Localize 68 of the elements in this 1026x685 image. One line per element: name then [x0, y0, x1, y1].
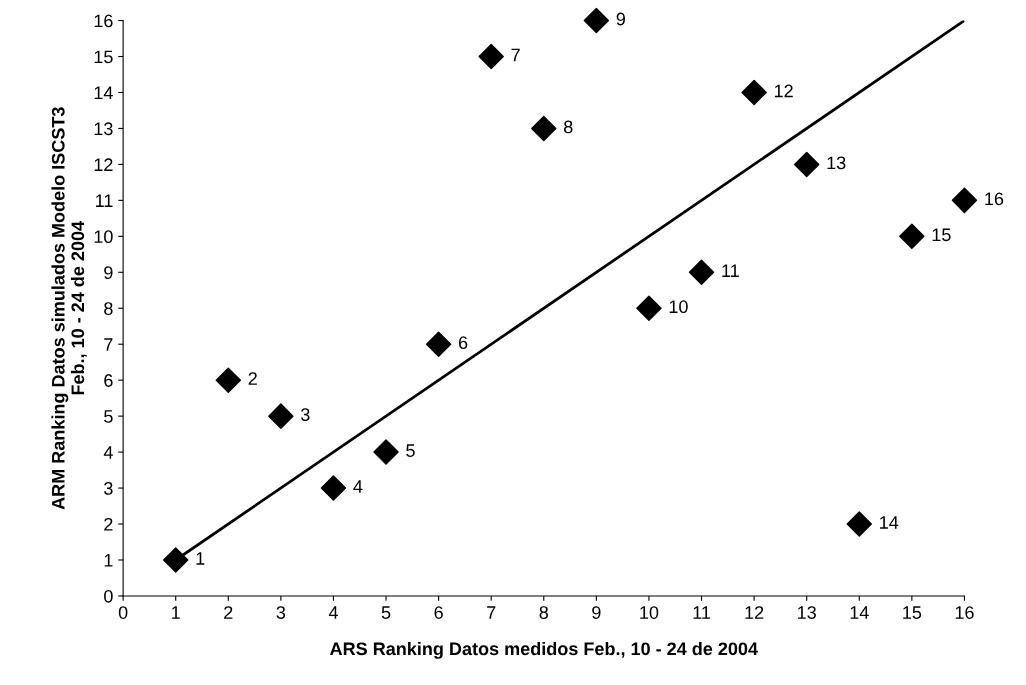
y-tick-label: 8: [104, 302, 113, 315]
x-tick-label: 11: [693, 606, 711, 619]
y-tick-label: 7: [104, 338, 113, 351]
point: [636, 295, 662, 321]
x-tick-label: 0: [118, 606, 128, 619]
point: [215, 367, 242, 393]
y-tick-label: 11: [96, 194, 113, 207]
y-tick-label: 12: [94, 158, 113, 171]
point: [846, 511, 872, 537]
x-tick-label: 14: [850, 606, 869, 619]
point: [320, 475, 347, 501]
y-tick-label: 14: [94, 86, 113, 100]
y-axis-title: ARM Ranking Datos simulados Modelo ISCST3 Feb., 10 - 24 de 2004: [51, 107, 87, 510]
y-tick-label: 13: [94, 122, 113, 136]
annotation: 16: [985, 192, 1004, 206]
y-tick-label: 3: [104, 482, 113, 495]
x-tick-label: 15: [903, 606, 922, 619]
annotation: 8: [564, 120, 573, 134]
x-axis-title: ARS Ranking Datos medidos Feb., 10 - 24 de 2004: [330, 641, 758, 659]
y-tick-label: 4: [103, 446, 113, 459]
annotation: 11: [722, 264, 739, 277]
annotation: 3: [301, 408, 310, 421]
y-tick-label: 5: [104, 410, 113, 423]
x-tick-label: 2: [224, 606, 233, 619]
annotation: 9: [616, 12, 625, 26]
annotation: 15: [932, 228, 951, 242]
point: [373, 439, 399, 465]
point: [425, 331, 452, 357]
point: [688, 259, 715, 286]
annotation: 13: [827, 156, 846, 170]
point: [162, 547, 189, 573]
x-tick-label: 7: [487, 606, 496, 619]
x-tick-label: 3: [276, 606, 286, 619]
y-tick-label: 2: [104, 517, 113, 531]
y-tick-label: 15: [94, 50, 113, 64]
x-tick-label: 1: [172, 606, 180, 619]
x-tick-label: 4: [328, 606, 338, 619]
x-tick-label: 12: [745, 606, 764, 619]
y-tick-label: 0: [104, 589, 113, 603]
annotation: 4: [353, 480, 363, 493]
x-tick-label: 9: [592, 606, 601, 619]
point: [899, 223, 925, 250]
y-tick-label: 6: [104, 374, 113, 387]
point: [583, 7, 610, 34]
point: [531, 115, 557, 142]
point: [268, 403, 294, 429]
annotation: 7: [511, 48, 520, 62]
annotation: 14: [880, 516, 899, 529]
annotation: 5: [406, 444, 415, 457]
x-tick-label: 8: [539, 606, 549, 619]
point: [741, 79, 767, 106]
y-tick-label: 10: [94, 230, 113, 244]
annotation: 12: [774, 84, 793, 98]
x-tick-label: 5: [381, 606, 391, 619]
annotation: 6: [458, 336, 468, 350]
annotation: 2: [248, 372, 257, 385]
x-tick-label: 6: [434, 606, 443, 619]
y-tick-label: 1: [104, 554, 113, 567]
annotation: 10: [669, 300, 688, 314]
y-tick-label: 9: [104, 266, 113, 280]
y-tick-label: 16: [94, 14, 113, 28]
x-tick-label: 16: [955, 606, 974, 619]
x-tick-label: 10: [640, 606, 659, 619]
point: [478, 43, 504, 70]
x-tick-label: 13: [798, 606, 816, 619]
point: [951, 187, 978, 214]
annotation: 1: [196, 552, 205, 565]
point: [793, 151, 820, 178]
